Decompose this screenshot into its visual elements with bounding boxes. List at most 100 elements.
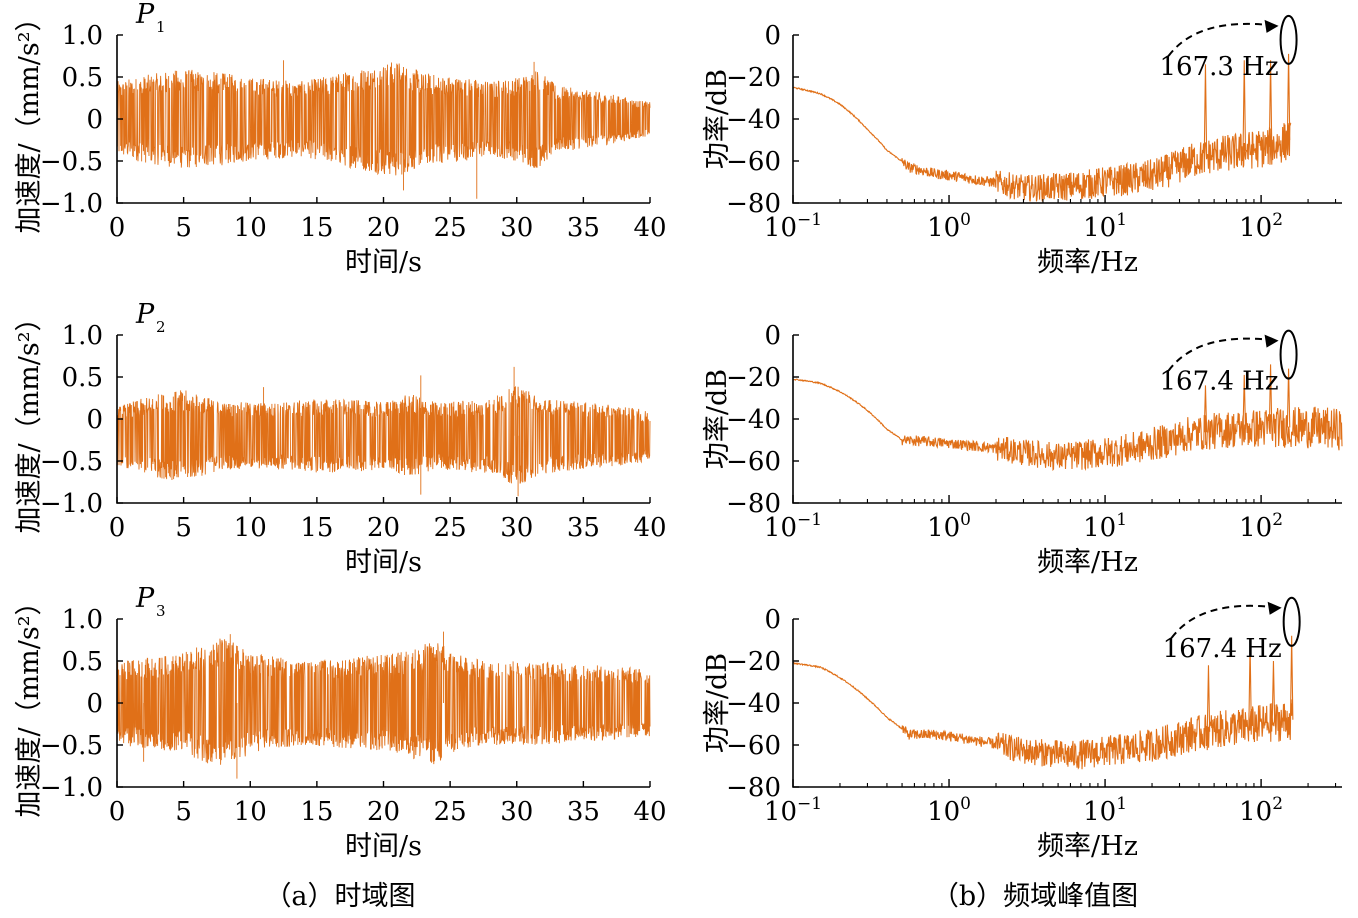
chart-panels: 0 5 10 15 20 25 30 35 401.00.50−0.5−1.0时间/s加速度/（… — [14, 0, 1343, 862]
x-tick-label: 100 — [927, 794, 971, 827]
x-tick-label: 15 — [300, 797, 333, 827]
y-axis-label: 功率/dB — [702, 69, 733, 169]
time-chart-1: 0 5 10 15 20 25 30 35 40 1.0 0.5 0 −0.5 −1.0 时间/s 加速度/（… — [14, 0, 667, 278]
panel-label: P — [135, 583, 155, 614]
time-chart-3: 0 5 10 15 20 25 30 35 40 1.0 0.5 0 −0.5 −1.0 时间/s 加速度/（… — [14, 583, 667, 862]
x-tick-label: 10−1 — [764, 794, 822, 827]
peak-ellipse — [1282, 596, 1301, 647]
y-tick-label: −1.0 — [40, 773, 103, 803]
x-tick-label: 40 — [633, 513, 666, 543]
arrow-head — [1264, 19, 1279, 33]
caption-frequency-domain: （b）频域峰值图 — [932, 881, 1138, 912]
arrow-head — [1264, 334, 1279, 348]
time-chart-2: 0 5 10 15 20 25 30 35 40 1.0 0.5 0 −0.5 −1.0 时间/s 加速度/（… — [14, 299, 667, 578]
peak-annotation: 167.3 Hz — [1159, 52, 1278, 82]
x-axis-label: 频率/Hz — [1037, 247, 1138, 278]
y-tick-label: 1.0 — [62, 605, 103, 635]
y-tick-label: −40 — [726, 405, 781, 435]
y-tick-label: −80 — [726, 189, 781, 219]
x-axis-label: 频率/Hz — [1037, 831, 1138, 862]
annotation-arrow — [1170, 604, 1280, 639]
y-tick-label: 0 — [764, 21, 781, 51]
y-tick-label: −20 — [726, 63, 781, 93]
annotation-arrow — [1167, 22, 1277, 57]
x-tick-label: 101 — [1083, 794, 1127, 827]
x-axis-label: 频率/Hz — [1037, 547, 1138, 578]
y-tick-label: 0 — [86, 105, 103, 135]
x-tick-label: 40 — [633, 797, 666, 827]
x-axis-label: 时间/s — [345, 247, 422, 278]
y-tick-label: −1.0 — [40, 189, 103, 219]
x-tick-label: 35 — [567, 513, 600, 543]
spectrum-line — [792, 53, 1292, 202]
x-tick-label: 0 — [109, 513, 126, 543]
x-tick-label: 15 — [300, 513, 333, 543]
spectrum-line — [792, 364, 1343, 472]
x-tick-label: 0 — [109, 213, 126, 243]
peak-ellipse — [1279, 329, 1298, 380]
y-tick-label: −0.5 — [40, 731, 103, 761]
x-tick-label: 30 — [500, 797, 533, 827]
y-tick-label: 0 — [764, 605, 781, 635]
x-tick-label: 30 — [500, 213, 533, 243]
y-axis-label: 加速度/（mm/s²） — [14, 588, 45, 817]
y-tick-label: 1.0 — [62, 21, 103, 51]
x-tick-label: 20 — [367, 213, 400, 243]
peak-annotation: 167.4 Hz — [1159, 367, 1278, 397]
y-tick-label: 1.0 — [62, 321, 103, 351]
x-tick-label: 35 — [567, 797, 600, 827]
x-tick-label: 100 — [927, 510, 971, 543]
panel-label: P — [135, 0, 155, 30]
caption-time-domain: （a）时域图 — [264, 881, 415, 912]
x-tick-label: 30 — [500, 513, 533, 543]
x-tick-label: 5 — [175, 797, 192, 827]
x-tick-label: 10 — [234, 213, 267, 243]
signal-line — [116, 366, 651, 497]
y-tick-label: 0.5 — [62, 63, 103, 93]
x-axis-label: 时间/s — [345, 831, 422, 862]
x-axis-label: 时间/s — [345, 547, 422, 578]
y-tick-label: −20 — [726, 647, 781, 677]
y-axis-label: 功率/dB — [702, 369, 733, 469]
panel-label: P — [135, 299, 155, 330]
y-tick-label: 0.5 — [62, 363, 103, 393]
peak-ellipse — [1279, 14, 1298, 65]
y-tick-label: −0.5 — [40, 447, 103, 477]
y-tick-label: 0 — [86, 405, 103, 435]
y-tick-label: 0 — [764, 321, 781, 351]
y-axis-label: 加速度/（mm/s²） — [14, 304, 45, 533]
signal-line — [116, 631, 651, 779]
x-tick-label: 25 — [434, 797, 467, 827]
x-tick-label: 102 — [1239, 794, 1283, 827]
freq-chart-1: 10−1 100 101 1020−20−40−60−80频率/Hz功率/dB167.… — [702, 14, 1342, 278]
x-tick-label: 101 — [1083, 510, 1127, 543]
x-tick-label: 20 — [367, 513, 400, 543]
y-tick-label: −40 — [726, 689, 781, 719]
x-tick-label: 20 — [367, 797, 400, 827]
panel-label-index: 3 — [156, 602, 166, 620]
arrow-head — [1267, 601, 1282, 615]
x-tick-label: 5 — [175, 213, 192, 243]
panel-label-index: 1 — [156, 18, 166, 36]
x-tick-label: 102 — [1239, 510, 1283, 543]
y-axis-label: 加速度/（mm/s²） — [14, 4, 45, 233]
y-tick-label: 0.5 — [62, 647, 103, 677]
x-tick-label: 5 — [175, 513, 192, 543]
y-axis-label: 功率/dB — [702, 653, 733, 753]
y-tick-label: −80 — [726, 489, 781, 519]
y-tick-label: −0.5 — [40, 147, 103, 177]
spectrum-line — [792, 635, 1294, 770]
y-tick-label: −60 — [726, 731, 781, 761]
x-tick-label: 102 — [1239, 210, 1283, 243]
x-tick-label: 40 — [633, 213, 666, 243]
y-tick-label: −40 — [726, 105, 781, 135]
x-tick-label: 100 — [927, 210, 971, 243]
freq-chart-3: 10−1 100 101 102 0 −20 −40 −60 −80 频率/Hz 功率/dB 167.… — [702, 596, 1342, 862]
x-tick-label: 101 — [1083, 210, 1127, 243]
y-tick-label: −80 — [726, 773, 781, 803]
x-tick-label: 15 — [300, 213, 333, 243]
y-tick-label: −1.0 — [40, 489, 103, 519]
annotation-arrow — [1167, 337, 1277, 372]
